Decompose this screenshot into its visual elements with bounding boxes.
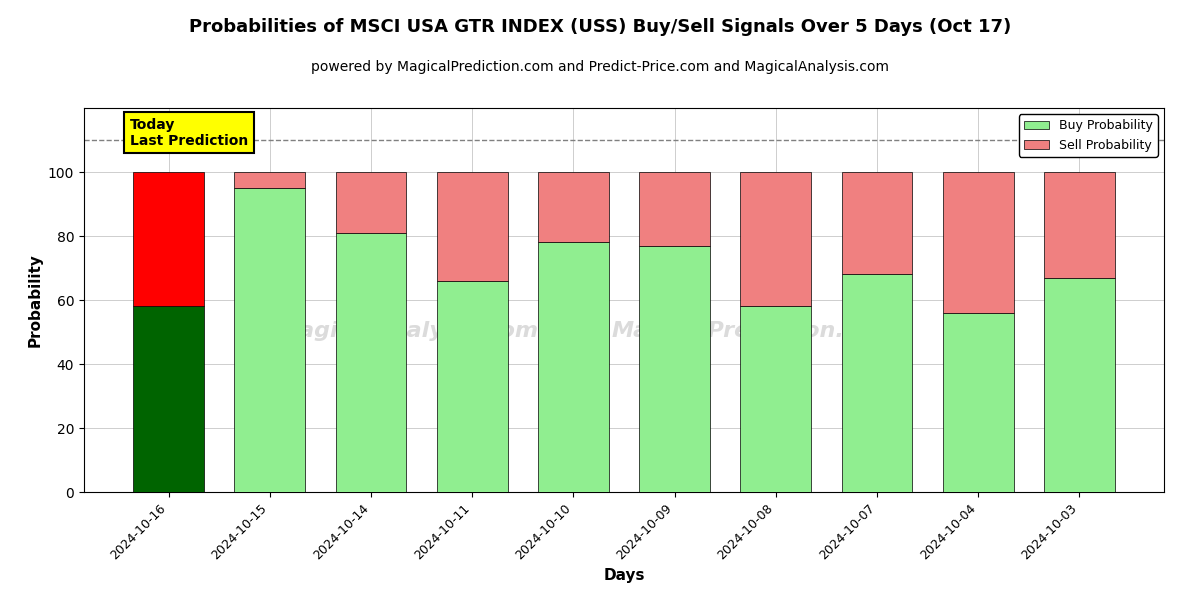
Text: MagicalPrediction.com: MagicalPrediction.com xyxy=(611,321,896,341)
Bar xyxy=(133,172,204,307)
Bar xyxy=(740,307,811,492)
Bar xyxy=(1044,278,1115,492)
Text: Probabilities of MSCI USA GTR INDEX (USS) Buy/Sell Signals Over 5 Days (Oct 17): Probabilities of MSCI USA GTR INDEX (USS… xyxy=(188,18,1012,36)
Bar xyxy=(133,307,204,492)
Text: Today
Last Prediction: Today Last Prediction xyxy=(130,118,248,148)
Bar xyxy=(336,172,407,233)
Bar xyxy=(640,172,710,245)
Bar xyxy=(437,172,508,281)
Text: powered by MagicalPrediction.com and Predict-Price.com and MagicalAnalysis.com: powered by MagicalPrediction.com and Pre… xyxy=(311,60,889,74)
Bar xyxy=(538,172,608,242)
Bar xyxy=(841,274,912,492)
Legend: Buy Probability, Sell Probability: Buy Probability, Sell Probability xyxy=(1019,114,1158,157)
Bar xyxy=(740,172,811,307)
Bar xyxy=(1044,172,1115,278)
Bar xyxy=(841,172,912,274)
Y-axis label: Probability: Probability xyxy=(28,253,42,347)
Bar xyxy=(336,233,407,492)
Bar xyxy=(234,172,305,188)
X-axis label: Days: Days xyxy=(604,568,644,583)
Bar xyxy=(538,242,608,492)
Bar xyxy=(943,313,1014,492)
Text: MagicalAnalysis.com: MagicalAnalysis.com xyxy=(277,321,539,341)
Bar xyxy=(640,245,710,492)
Bar xyxy=(437,281,508,492)
Bar xyxy=(234,188,305,492)
Bar xyxy=(943,172,1014,313)
